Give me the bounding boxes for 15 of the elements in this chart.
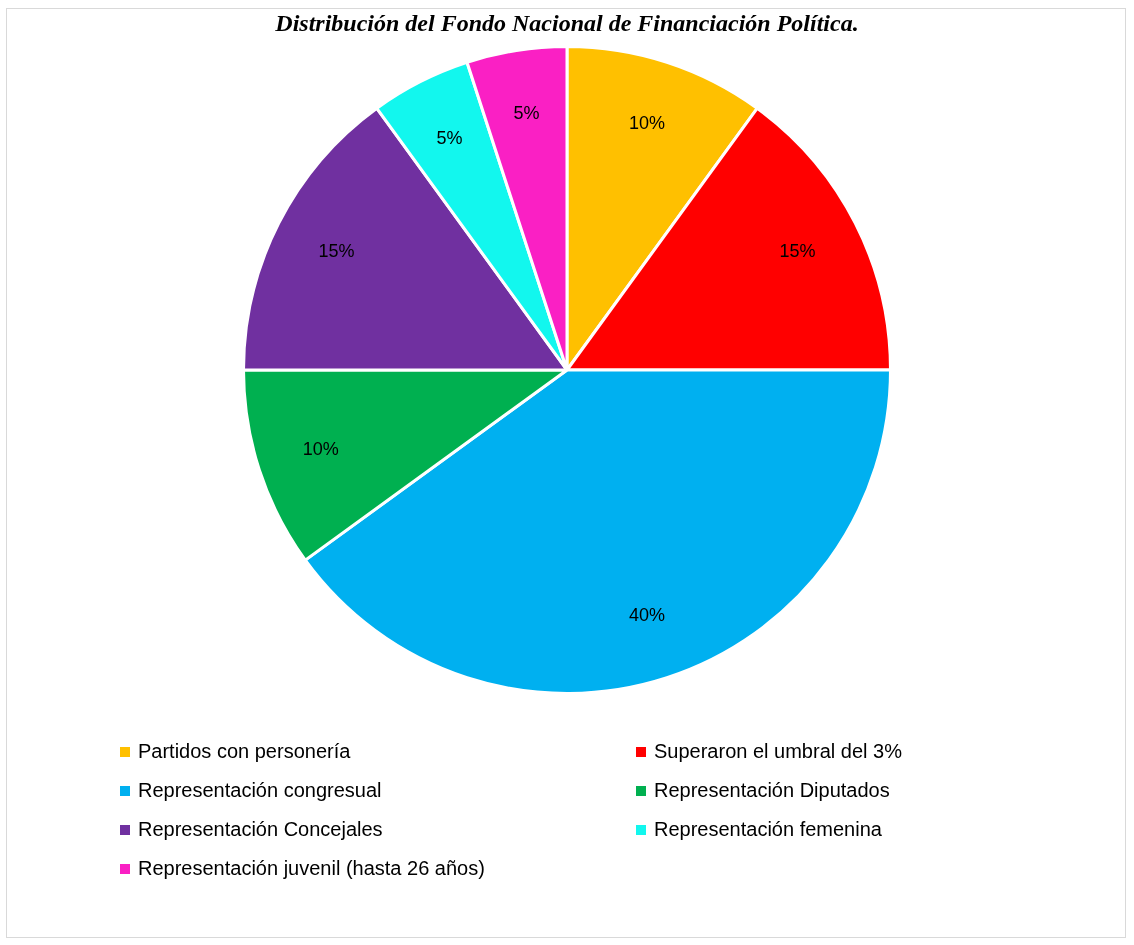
legend-label: Superaron el umbral del 3%: [654, 740, 902, 763]
data-label: 10%: [302, 438, 339, 459]
data-label: 40%: [628, 605, 665, 626]
data-label: 10%: [628, 112, 665, 133]
legend-label: Representación femenina: [654, 818, 882, 841]
legend-label: Representación Concejales: [138, 818, 383, 841]
data-label: 5%: [436, 128, 463, 149]
chart-title: Distribución del Fondo Nacional de Financiación Política.: [274, 10, 860, 37]
data-label: 5%: [513, 103, 540, 124]
data-label: 15%: [318, 241, 355, 262]
legend-label: Representación Diputados: [654, 779, 890, 802]
legend-label: Representación congresual: [138, 779, 382, 802]
data-label: 15%: [779, 241, 816, 262]
legend-label: Partidos con personería: [138, 740, 351, 763]
legend-label: Representación juvenil (hasta 26 años): [138, 857, 485, 880]
